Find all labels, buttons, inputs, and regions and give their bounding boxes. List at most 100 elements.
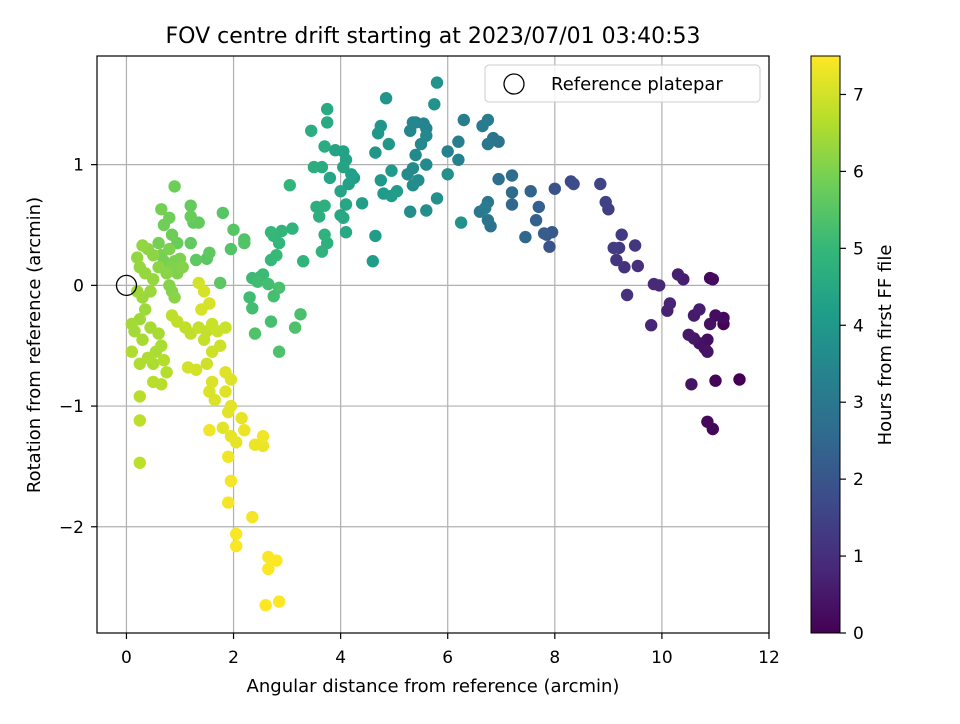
data-point <box>224 474 238 488</box>
data-point <box>441 168 454 181</box>
data-point <box>208 393 221 407</box>
data-point <box>610 253 623 267</box>
data-point <box>321 102 334 116</box>
data-point <box>152 261 165 274</box>
data-point <box>567 177 580 191</box>
colorbar-gradient <box>810 55 841 634</box>
data-point <box>481 214 495 227</box>
data-point <box>663 297 677 310</box>
data-point <box>136 239 149 252</box>
data-point <box>227 223 240 236</box>
data-point <box>409 148 422 162</box>
x-axis-label: Angular distance from reference (arcmin) <box>247 676 620 697</box>
data-point <box>379 92 393 105</box>
data-point <box>165 228 179 241</box>
data-point <box>307 160 321 174</box>
data-point <box>133 456 146 469</box>
data-point <box>318 228 331 241</box>
data-point <box>235 411 248 425</box>
data-point <box>620 288 634 302</box>
data-point <box>607 241 620 255</box>
data-point <box>479 201 492 215</box>
data-point <box>492 172 505 186</box>
x-axis-ticks: 0 2 4 6 8 10 12 <box>121 633 780 668</box>
data-point <box>136 333 149 346</box>
data-point <box>428 98 441 111</box>
data-point <box>214 276 227 290</box>
data-point <box>205 375 219 389</box>
data-point <box>457 113 470 127</box>
data-point <box>224 399 238 413</box>
data-point <box>133 357 146 370</box>
data-point <box>283 179 296 192</box>
data-point <box>262 277 275 291</box>
data-point <box>222 450 235 463</box>
data-point <box>288 321 302 334</box>
data-point <box>631 259 644 273</box>
data-point <box>594 177 607 191</box>
colorbar-tick-label: 6 <box>853 162 864 182</box>
data-point <box>168 180 181 193</box>
data-point <box>248 327 262 340</box>
reference-platepar-marker <box>115 274 138 297</box>
data-point <box>160 366 173 379</box>
data-point <box>147 375 160 389</box>
data-point <box>404 205 417 218</box>
data-point <box>256 430 270 443</box>
data-point <box>339 198 353 211</box>
data-point <box>230 436 243 449</box>
data-point <box>139 303 152 316</box>
reference-marker-group <box>115 274 138 297</box>
data-point <box>628 239 642 252</box>
data-point <box>532 200 545 214</box>
data-point <box>505 186 519 199</box>
data-point <box>401 168 414 181</box>
data-point <box>733 373 746 386</box>
colorbar-ticks: 0 1 2 3 4 5 6 7 <box>840 85 864 644</box>
data-point <box>262 562 275 576</box>
data-point <box>430 76 444 89</box>
data-point <box>184 236 197 250</box>
data-point <box>270 554 283 567</box>
data-point <box>128 325 141 338</box>
data-point <box>125 345 138 358</box>
data-point <box>147 273 160 286</box>
x-tick-label: 4 <box>335 648 346 668</box>
data-point <box>334 185 347 198</box>
data-point <box>329 144 342 157</box>
data-point <box>382 137 395 151</box>
data-point <box>519 230 532 244</box>
data-point <box>369 146 382 159</box>
data-point <box>131 251 144 264</box>
data-point <box>337 211 350 224</box>
data-point <box>243 291 256 304</box>
data-point <box>224 373 238 386</box>
grid-lines <box>97 56 770 633</box>
data-point <box>195 303 208 316</box>
data-point <box>337 160 350 174</box>
data-point <box>272 595 286 608</box>
colorbar-tick-label: 1 <box>853 547 864 567</box>
data-point <box>671 268 685 281</box>
data-point <box>417 117 430 130</box>
data-point <box>163 242 176 256</box>
data-point <box>219 321 232 334</box>
data-point <box>420 158 433 171</box>
data-point <box>184 210 197 223</box>
data-point <box>224 242 238 256</box>
data-point <box>272 345 286 358</box>
data-point <box>371 127 385 140</box>
data-point <box>246 302 259 315</box>
data-point <box>420 204 433 217</box>
data-point <box>238 236 251 250</box>
data-point <box>366 255 379 268</box>
data-point <box>318 140 331 153</box>
data-point <box>505 169 519 182</box>
data-point <box>454 216 468 229</box>
data-point <box>548 182 561 195</box>
colorbar-tick-label: 3 <box>853 393 864 413</box>
x-tick-label: 0 <box>121 648 132 668</box>
data-point <box>264 226 278 239</box>
colorbar-tick-label: 0 <box>853 624 864 644</box>
